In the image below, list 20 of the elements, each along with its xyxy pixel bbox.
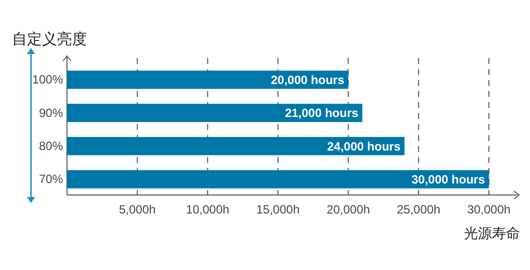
x-tick-label: 30,000h [467,202,511,217]
x-tick-label: 25,000h [396,202,440,217]
data-label: 20,000 hours [270,72,345,87]
bar [67,104,362,122]
data-label: 24,000 hours [327,139,401,154]
bar [67,136,404,156]
data-label: 30,000 hours [412,172,486,186]
chart-title: 自定义亮度 [12,31,87,48]
x-tick-label: 20,000h [326,202,370,217]
bar [67,70,348,89]
y-tick-label: 90% [38,106,64,120]
x-tick-label: 5,000h [118,202,156,217]
y-tick-label: 80% [38,138,64,153]
bar [67,170,489,188]
data-label: 21,000 hours [284,106,359,120]
x-axis-title: 光源寿命 [464,225,520,241]
x-tick-label: 10,000h [186,202,230,217]
y-tick-label: 100% [32,72,64,87]
x-tick-label: 15,000h [256,202,300,217]
y-tick-label: 70% [38,172,64,186]
